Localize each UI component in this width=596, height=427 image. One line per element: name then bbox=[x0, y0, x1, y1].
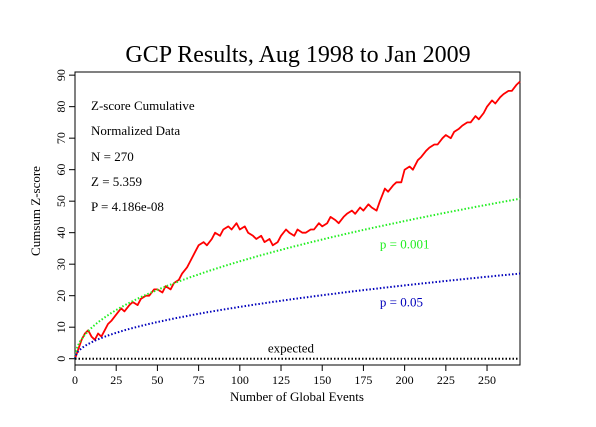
annotation-label: p = 0.001 bbox=[380, 236, 430, 251]
y-tick-label: 30 bbox=[54, 258, 68, 270]
stats-heading: Z-score Cumulative bbox=[91, 98, 195, 113]
annotation-layer: p = 0.001 p = 0.05 expected bbox=[268, 236, 430, 355]
x-tick-label: 175 bbox=[354, 373, 372, 387]
y-tick-label: 60 bbox=[54, 164, 68, 176]
chart-title: GCP Results, Aug 1998 to Jan 2009 bbox=[125, 42, 470, 68]
x-tick-label: 150 bbox=[313, 373, 331, 387]
y-tick-label: 80 bbox=[54, 101, 68, 113]
annotation-label: p = 0.05 bbox=[380, 295, 423, 310]
y-axis: 0 10 20 30 40 50 60 70 80 90 bbox=[54, 69, 75, 362]
x-tick-label: 0 bbox=[72, 373, 78, 387]
envelope-line-p-0_05 bbox=[74, 272, 521, 359]
x-tick-label: 50 bbox=[151, 373, 163, 387]
y-tick-label: 20 bbox=[54, 290, 68, 302]
y-tick-label: 70 bbox=[54, 132, 68, 144]
y-axis-label: Cumsum Z-score bbox=[28, 166, 43, 256]
x-axis-label: Number of Global Events bbox=[230, 389, 364, 404]
x-axis: 0 25 50 75 100 125 150 175 200 225 250 bbox=[72, 365, 496, 387]
x-tick-label: 100 bbox=[231, 373, 249, 387]
stats-block: Z-score Cumulative Normalized Data N = 2… bbox=[91, 98, 195, 214]
y-tick-label: 10 bbox=[54, 321, 68, 333]
x-tick-label: 25 bbox=[110, 373, 122, 387]
x-tick-label: 125 bbox=[272, 373, 290, 387]
x-tick-label: 75 bbox=[193, 373, 205, 387]
x-tick-label: 250 bbox=[478, 373, 496, 387]
y-tick-label: 50 bbox=[54, 195, 68, 207]
envelope-line-p-0_001 bbox=[74, 197, 521, 359]
x-tick-label: 200 bbox=[396, 373, 414, 387]
annotation-label: expected bbox=[268, 340, 315, 355]
stats-subheading: Normalized Data bbox=[91, 123, 180, 138]
cumulative-z-line bbox=[74, 80, 521, 359]
y-tick-label: 0 bbox=[54, 356, 68, 362]
stats-z: Z = 5.359 bbox=[91, 174, 142, 189]
x-tick-label: 225 bbox=[437, 373, 455, 387]
stats-n: N = 270 bbox=[91, 149, 134, 164]
y-tick-label: 40 bbox=[54, 227, 68, 239]
y-tick-label: 90 bbox=[54, 69, 68, 81]
series-layer bbox=[74, 80, 521, 360]
plot-frame bbox=[74, 71, 521, 366]
stats-p: P = 4.186e-08 bbox=[91, 199, 164, 214]
